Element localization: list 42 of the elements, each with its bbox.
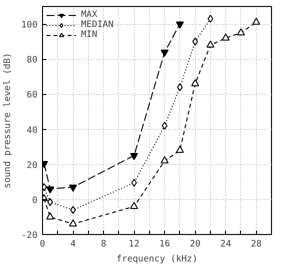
y-tick-label: 20 bbox=[26, 160, 38, 171]
point bbox=[176, 146, 184, 153]
point bbox=[130, 202, 138, 209]
legend-label: MAX bbox=[81, 10, 98, 20]
point bbox=[236, 28, 245, 36]
point bbox=[130, 153, 138, 160]
point bbox=[46, 212, 54, 220]
point bbox=[69, 184, 78, 192]
y-tick-label: 80 bbox=[26, 56, 38, 66]
y-tick-label: 40 bbox=[26, 126, 38, 136]
y-axis-title: sound pressure level (dB) bbox=[3, 52, 14, 188]
x-tick-label: 24 bbox=[220, 240, 232, 250]
y-tick-label: 0 bbox=[32, 196, 38, 206]
x-tick-label: 8 bbox=[100, 240, 106, 250]
point bbox=[160, 156, 169, 164]
legend-label: MIN bbox=[81, 30, 98, 40]
legend-label: MEDIAN bbox=[81, 20, 114, 30]
x-tick-label: 0 bbox=[40, 240, 46, 250]
point bbox=[177, 83, 183, 92]
point bbox=[70, 206, 76, 214]
point bbox=[162, 122, 168, 130]
y-tick-label: 60 bbox=[26, 90, 38, 101]
point bbox=[176, 22, 184, 29]
x-tick-label: 12 bbox=[128, 240, 140, 250]
y-tick-label: -20 bbox=[21, 231, 38, 241]
point bbox=[192, 38, 198, 46]
point bbox=[47, 198, 53, 206]
y-tick-label: 100 bbox=[21, 20, 38, 31]
point bbox=[160, 50, 169, 57]
x-tick-label: 16 bbox=[159, 240, 170, 250]
x-tick-label: 20 bbox=[190, 240, 201, 250]
point bbox=[206, 40, 214, 48]
x-tick-label: 28 bbox=[250, 240, 262, 250]
point bbox=[208, 14, 214, 23]
point bbox=[46, 186, 54, 194]
point bbox=[191, 79, 200, 86]
point bbox=[131, 178, 137, 187]
point bbox=[69, 219, 78, 226]
point bbox=[222, 34, 230, 41]
x-axis-title: frequency (kHz) bbox=[116, 254, 198, 264]
point bbox=[252, 18, 260, 25]
x-tick-label: 4 bbox=[70, 240, 76, 250]
